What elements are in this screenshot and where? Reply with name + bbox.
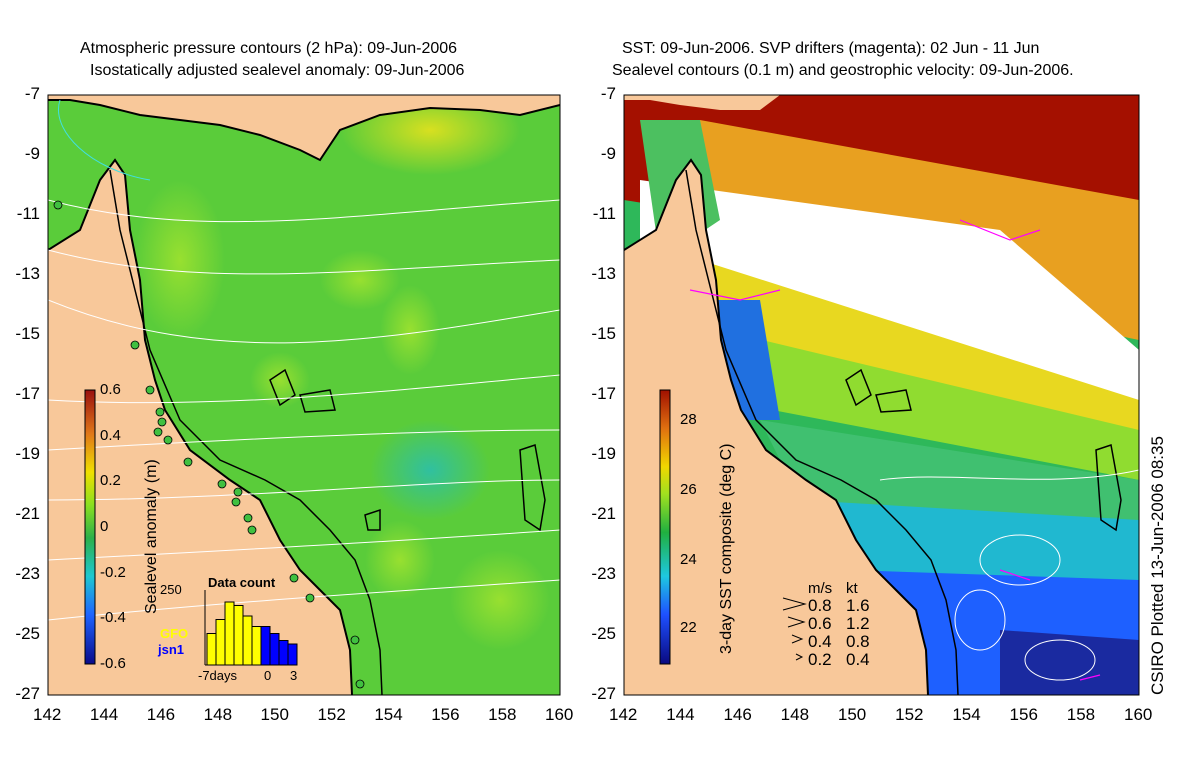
- velocity-key-ms: 0.6: [808, 614, 832, 633]
- sst-colorbar: [659, 389, 671, 665]
- lat-tick: -15: [591, 324, 616, 343]
- left-title-line1: Atmospheric pressure contours (2 hPa): 0…: [80, 40, 458, 57]
- lon-tick: 146: [146, 705, 176, 724]
- lat-tick: -25: [15, 624, 40, 643]
- gfo-count-bar: [215, 619, 226, 666]
- lat-tick: -21: [15, 504, 40, 523]
- lon-tick: 152: [317, 705, 346, 724]
- lat-tick: -7: [600, 84, 616, 103]
- lat-tick: -15: [15, 324, 40, 343]
- sla-colorbar: [84, 389, 96, 665]
- sst-colorbar-tick: 26: [680, 481, 697, 498]
- lon-tick: 160: [1124, 705, 1153, 724]
- gfo-count-bar: [251, 626, 262, 666]
- sla-colorbar-tick: -0.4: [100, 609, 126, 627]
- sla-colorbar-tick: -0.2: [100, 563, 126, 581]
- left-title-line2: Isostatically adjusted sealevel anomaly:…: [90, 62, 465, 79]
- lat-tick: -19: [591, 444, 616, 463]
- sla-colorbar-tick: 0.4: [100, 426, 121, 444]
- velocity-key-header-ms: m/s: [808, 580, 833, 597]
- sst-colorbar-tick: 22: [680, 619, 697, 636]
- left-map: [48, 95, 560, 695]
- lat-tick: -23: [591, 564, 616, 583]
- velocity-key-header-kt: kt: [846, 580, 858, 597]
- lat-tick: -13: [591, 264, 616, 283]
- lon-tick: 142: [33, 705, 62, 724]
- lon-tick: 158: [488, 705, 517, 724]
- sst-colorbar-tick: 28: [680, 411, 697, 428]
- lon-tick: 150: [837, 705, 867, 724]
- lon-tick: 158: [1066, 705, 1096, 724]
- jsn1-count-bar: [278, 640, 289, 666]
- lat-tick: -13: [15, 264, 40, 283]
- velocity-key-kt: 0.8: [846, 632, 870, 651]
- gfo-count-bar: [206, 633, 217, 666]
- velocity-key-ms: 0.2: [808, 650, 832, 669]
- legend-gfo: GFO: [160, 626, 189, 641]
- right-title-line1: SST: 09-Jun-2006. SVP drifters (magenta)…: [622, 40, 1040, 57]
- lat-tick: -9: [24, 144, 40, 163]
- plot-credit: CSIRO Plotted 13-Jun-2006 08:35: [1148, 436, 1167, 695]
- lat-tick: -27: [15, 684, 40, 703]
- velocity-key-arrows: [782, 597, 807, 661]
- lon-tick: 154: [374, 705, 403, 724]
- sla-colorbar-tick: 0.2: [100, 472, 121, 490]
- jsn1-count-bar: [260, 626, 271, 666]
- sla-colorbar-tick: 0.6: [100, 381, 121, 398]
- lat-tick: -9: [600, 144, 616, 163]
- sla-colorbar-label: Sealevel anomaly (m): [143, 459, 160, 614]
- sla-colorbar-tick: -0.6: [100, 655, 126, 672]
- lon-tick: 146: [723, 705, 752, 724]
- lat-tick: -11: [16, 204, 40, 223]
- lat-tick: -17: [591, 384, 616, 403]
- velocity-key-ms: 0.4: [808, 632, 832, 651]
- velocity-key-kt: 0.4: [846, 650, 870, 669]
- lon-tick: 148: [780, 705, 810, 724]
- right-map: [624, 95, 1139, 695]
- lat-tick: -11: [592, 204, 616, 223]
- velocity-key-kt: 1.6: [846, 596, 870, 615]
- inset-xlabel-start: -7days: [198, 668, 238, 683]
- gfo-count-bar: [233, 605, 244, 666]
- lon-tick: 156: [1009, 705, 1038, 724]
- inset-ymax: 250: [160, 582, 182, 597]
- lon-tick: 142: [609, 705, 638, 724]
- velocity-key-kt: 1.2: [846, 614, 870, 633]
- right-title-line2: Sealevel contours (0.1 m) and geostrophi…: [612, 62, 1074, 79]
- jsn1-count-bar: [287, 643, 298, 666]
- sst-colorbar-tick: 24: [680, 551, 697, 568]
- lon-tick: 156: [431, 705, 460, 724]
- inset-xlabel-zero: 0: [264, 668, 272, 683]
- lon-tick: 144: [666, 705, 695, 724]
- lon-tick: 150: [260, 705, 289, 724]
- lon-tick: 152: [895, 705, 924, 724]
- lon-tick: 160: [545, 705, 574, 724]
- lat-tick: -25: [591, 624, 616, 643]
- lon-tick: 144: [89, 705, 119, 724]
- sst-colorbar-label: 3-day SST composite (deg C): [718, 443, 735, 654]
- jsn1-count-bar: [269, 633, 280, 666]
- gfo-count-bar: [224, 601, 235, 666]
- lat-tick: -19: [15, 444, 40, 463]
- lat-tick: -17: [15, 384, 40, 403]
- lat-tick: -21: [591, 504, 616, 523]
- lon-tick: 154: [952, 705, 981, 724]
- data-count-inset: [204, 590, 298, 666]
- lon-tick: 148: [203, 705, 233, 724]
- inset-xlabel-end: 3: [290, 668, 298, 683]
- lat-tick: -23: [15, 564, 40, 583]
- lat-tick: -27: [591, 684, 616, 703]
- legend-jsn1: jsn1: [158, 642, 185, 657]
- lat-tick: -7: [24, 84, 40, 103]
- sla-colorbar-tick: 0: [100, 518, 109, 535]
- inset-title: Data count: [208, 575, 276, 590]
- velocity-key-ms: 0.8: [808, 596, 832, 615]
- gfo-count-bar: [242, 615, 253, 666]
